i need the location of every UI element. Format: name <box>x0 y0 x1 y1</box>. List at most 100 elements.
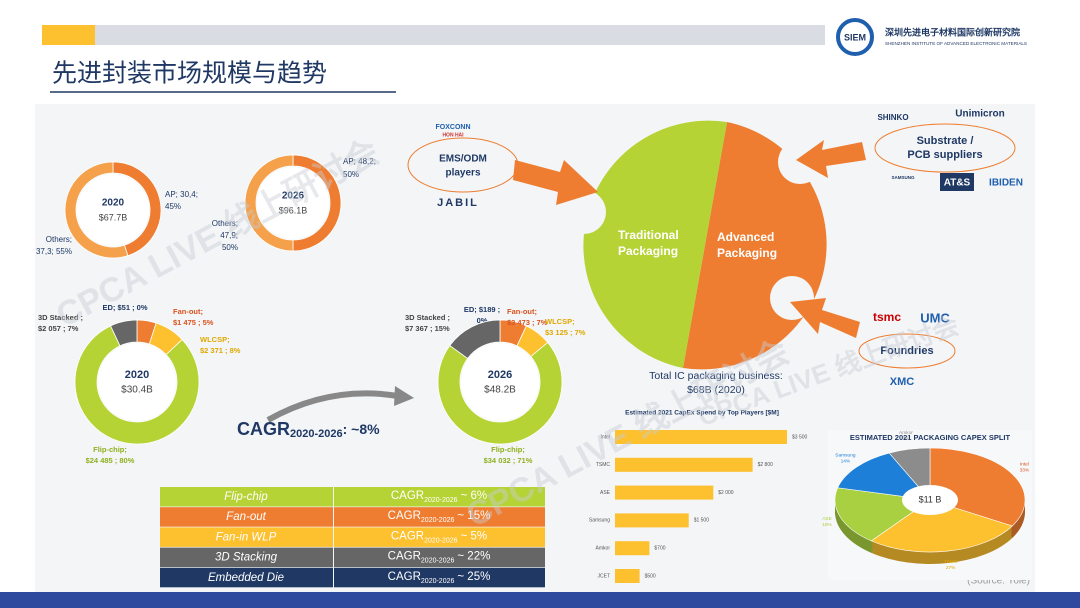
segment-label: Flip-chip; <box>93 445 127 454</box>
donut-hole <box>77 174 149 246</box>
cagr: CAGR2020-2026: ~8% <box>237 419 380 440</box>
donut-center-value: $48.2B <box>484 385 516 396</box>
cagr-value: ~ 22% <box>457 551 490 563</box>
bar <box>615 457 753 472</box>
pie-center <box>902 485 958 515</box>
diagram-labels: EMS/ODM players Substrate / PCB supplier… <box>436 109 1023 388</box>
total-value: $68B (2020) <box>687 384 745 396</box>
arrow <box>790 298 860 338</box>
pie-center-label: $11 B <box>919 494 942 504</box>
cagr-metric: CAGR <box>391 530 424 542</box>
segment-label: Fan-out; <box>507 307 537 316</box>
bar-value-label: $3 500 <box>792 434 808 440</box>
company: Unimicron <box>955 109 1004 120</box>
total-label: Total IC packaging business: <box>649 370 783 382</box>
table-cell <box>334 487 545 507</box>
company: JABIL <box>437 197 479 209</box>
segment-label: $3 473 ; 7% <box>507 318 548 327</box>
segment-label: 3D Stacked ; <box>38 313 83 322</box>
company: IBIDEN <box>989 178 1023 189</box>
segment-label: 45% <box>165 202 181 211</box>
segment-label: 37,3; 55% <box>36 247 72 256</box>
donut-segment <box>244 154 294 252</box>
table-cell <box>334 527 545 547</box>
cagr-value: ~ 6% <box>461 490 488 502</box>
segment-label: ED; $51 ; 0% <box>102 303 147 312</box>
segment-label: $34 032 ; 71% <box>484 456 533 465</box>
ats-box <box>940 173 974 191</box>
table-cell <box>160 487 333 507</box>
notch <box>562 190 606 234</box>
cagr-period: 2020-2026 <box>290 428 343 440</box>
segment-label: 0% <box>477 316 488 325</box>
table-row: Fan-out CAGR2020-2026 ~ 15% <box>160 507 545 527</box>
source: (Source: Yole) <box>967 576 1030 587</box>
cagr-value: ~ 15% <box>457 510 490 522</box>
table-cell <box>334 547 545 568</box>
pie-slice <box>837 452 931 501</box>
table-cell <box>160 527 333 547</box>
cagr-arrow <box>266 390 399 423</box>
arrow <box>796 140 866 178</box>
segment-label: WLCSP; <box>545 317 575 326</box>
table-cagr: CAGR2020-2026 ~ 25% <box>388 571 491 585</box>
donut-segment <box>437 341 563 445</box>
table-cell <box>334 567 545 588</box>
cagr-period: 2020-2026 <box>421 578 455 585</box>
pie-value-label: 18% <box>822 522 832 528</box>
cagr-period: 2020-2026 <box>421 557 455 564</box>
substrate-label: PCB suppliers <box>907 149 982 161</box>
company: AT&S <box>944 178 971 189</box>
pie-value-label: 33% <box>1020 467 1030 473</box>
ems-ellipse <box>407 137 519 193</box>
logo-ring <box>836 18 874 56</box>
company: HON HAI <box>442 132 464 138</box>
cagr-period: 2020-2026 <box>421 517 455 524</box>
company: FOXCONN <box>436 124 471 131</box>
company: tsmc <box>873 310 901 324</box>
table-row: Fan-in WLP CAGR2020-2026 ~ 5% <box>160 527 545 547</box>
bar-category: Samsung <box>589 518 610 524</box>
company: UMC <box>920 310 950 325</box>
slide-title: 先进封装市场规模与趋势 <box>52 60 327 88</box>
bar-category: ASE <box>600 490 611 496</box>
segment-label: 3D Stacked ; <box>405 313 450 322</box>
bar <box>615 513 689 528</box>
table-cell <box>160 567 333 588</box>
bar-value-label: $500 <box>645 573 656 579</box>
table-cell <box>160 547 333 568</box>
ems-label: EMS/ODM <box>439 154 487 165</box>
arrow <box>513 160 598 205</box>
pie-category: Amkor <box>899 430 913 436</box>
pie-category: TSMC <box>944 559 958 565</box>
donut-segment <box>64 161 129 259</box>
bar-category: JCET <box>598 573 611 579</box>
bar-value-label: $700 <box>654 546 665 552</box>
segment-label: 47,9; <box>220 231 238 240</box>
bar-category: Intel <box>601 434 610 440</box>
table-label: 3D Stacking <box>215 552 278 564</box>
segment-label: $24 485 ; 80% <box>86 456 135 465</box>
donut-center-value: $30.4B <box>121 385 153 396</box>
segment-label: $1 475 ; 5% <box>173 318 214 327</box>
cagr-metric: CAGR <box>237 419 290 439</box>
substrate-ellipse <box>874 123 1016 173</box>
substrate-label: Substrate / <box>917 135 974 147</box>
donut-center-label: 2026 <box>282 191 305 202</box>
foundries-ellipse <box>858 333 956 369</box>
pie-category: Samsung <box>835 453 856 459</box>
donut-center-label: 2020 <box>102 198 125 209</box>
traditional-segment <box>583 120 727 368</box>
company: SHINKO <box>877 113 908 122</box>
segment-label: Flip-chip; <box>491 445 525 454</box>
advanced-label: Advanced <box>717 230 774 244</box>
bar-category: Amkor <box>596 546 611 552</box>
pie-value-label: 27% <box>946 565 956 571</box>
table-row: Flip-chip CAGR2020-2026 ~ 6% <box>160 487 545 507</box>
pie-value-label: 7% <box>903 436 911 442</box>
pie-value-label: 14% <box>841 459 851 465</box>
bar-category: TSMC <box>596 462 611 468</box>
cagr-period: 2020-2026 <box>424 497 458 504</box>
table-cagr: CAGR2020-2026 ~ 5% <box>391 530 487 544</box>
company: XMC <box>890 376 915 388</box>
